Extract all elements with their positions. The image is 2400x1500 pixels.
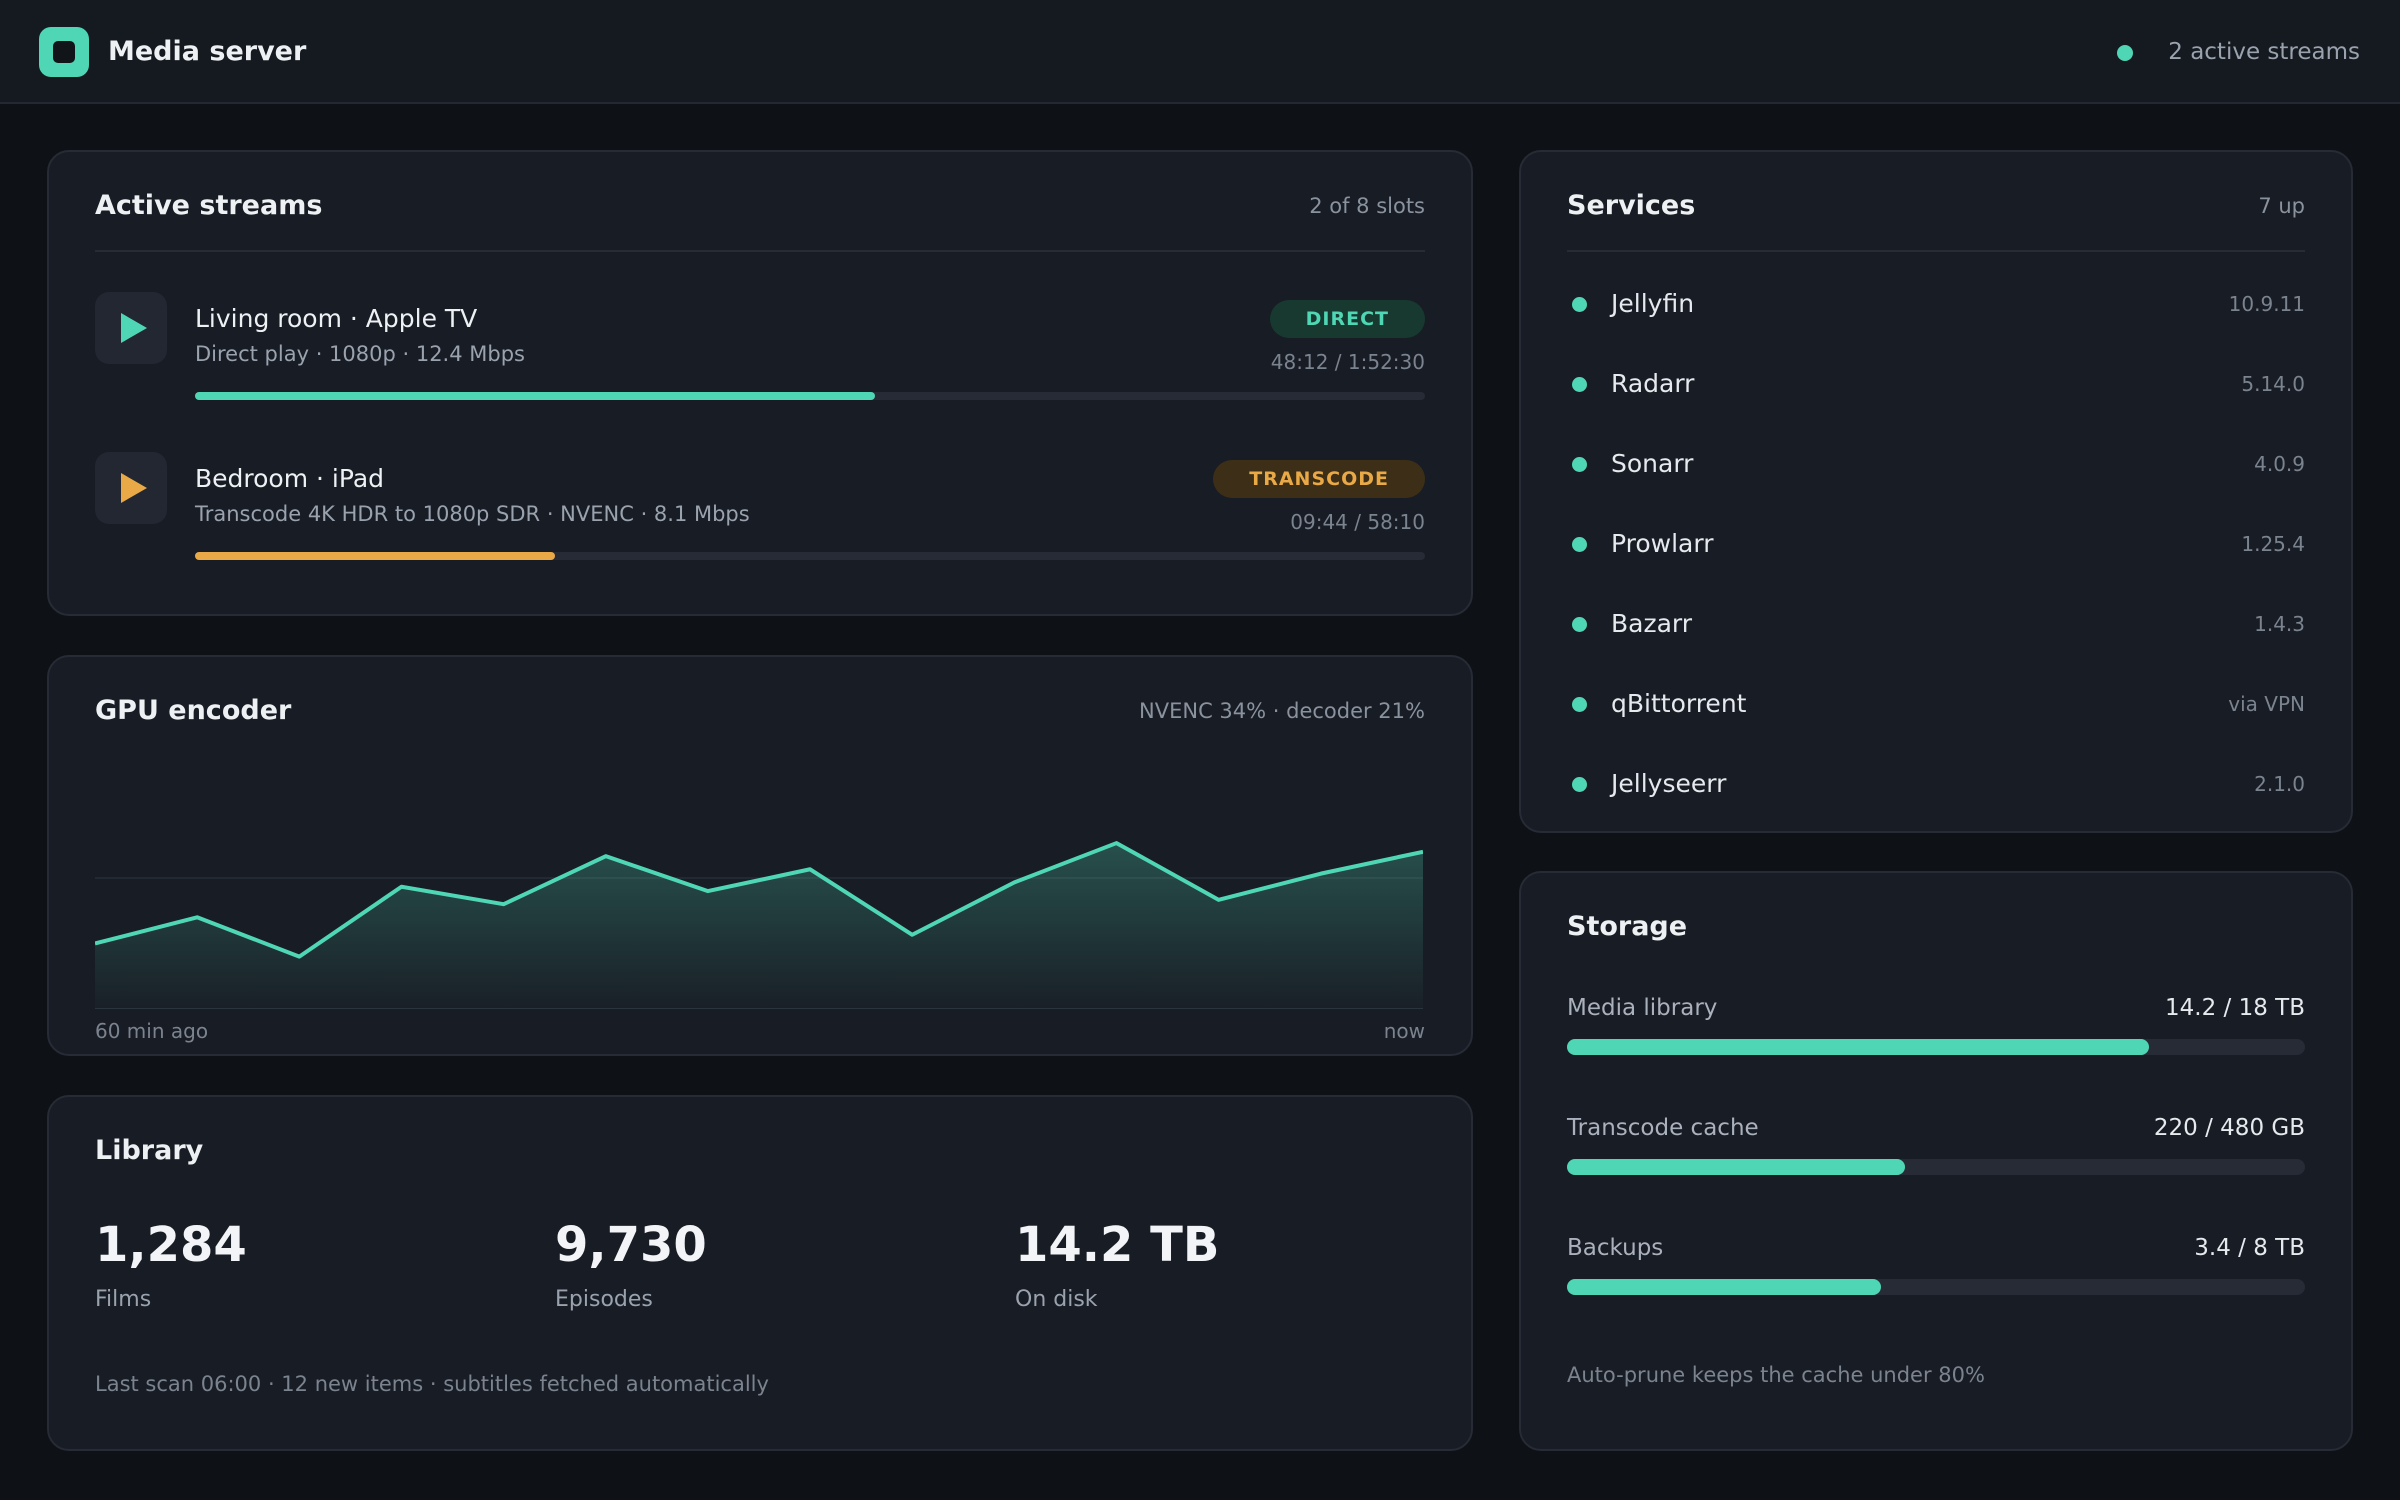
slots-count: 2 of 8 slots bbox=[1309, 194, 1425, 218]
stream-time: 09:44 / 58:10 bbox=[1290, 510, 1425, 534]
storage-item-backups: Backups 3.4 / 8 TB bbox=[1567, 1235, 2305, 1305]
stream-name: Bedroom · iPad bbox=[195, 464, 385, 493]
storage-label: Media library bbox=[1567, 995, 1718, 1021]
storage-track bbox=[1567, 1039, 2305, 1055]
stat-films: 1,284 Films bbox=[95, 1217, 247, 1312]
chart-area bbox=[95, 843, 1423, 1009]
status-badge: TRANSCODE bbox=[1213, 460, 1425, 498]
divider bbox=[1567, 250, 2305, 252]
stat-value: 14.2 TB bbox=[1015, 1217, 1220, 1273]
stream-time: 48:12 / 1:52:30 bbox=[1270, 350, 1425, 374]
service-version: 2.1.0 bbox=[2254, 772, 2305, 796]
progress-track[interactable] bbox=[195, 392, 1425, 400]
stat-episodes: 9,730 Episodes bbox=[555, 1217, 707, 1312]
service-version: 5.14.0 bbox=[2241, 372, 2305, 396]
status-badge: DIRECT bbox=[1269, 300, 1425, 338]
stat-value: 1,284 bbox=[95, 1217, 247, 1273]
services-card: Services 7 up Jellyfin 10.9.11 Radarr 5.… bbox=[1519, 150, 2353, 833]
service-name: Prowlarr bbox=[1611, 529, 1714, 558]
progress-track[interactable] bbox=[195, 552, 1425, 560]
status-dot-icon bbox=[2117, 45, 2133, 61]
status-dot-icon bbox=[1572, 697, 1587, 712]
card-title: Storage bbox=[1567, 911, 1688, 942]
status-dot-icon bbox=[1572, 777, 1587, 792]
x-axis-start-label: 60 min ago bbox=[95, 1019, 209, 1043]
progress-fill bbox=[195, 552, 556, 560]
stat-on-disk: 14.2 TB On disk bbox=[1015, 1217, 1219, 1312]
storage-value: 220 / 480 GB bbox=[2153, 1115, 2305, 1141]
service-name: Jellyfin bbox=[1611, 289, 1695, 318]
card-title: Services bbox=[1567, 190, 1696, 221]
card-title: Active streams bbox=[95, 190, 323, 221]
status-dot-icon bbox=[1572, 457, 1587, 472]
play-button[interactable] bbox=[95, 292, 167, 364]
gpu-usage-summary: NVENC 34% · decoder 21% bbox=[1139, 699, 1425, 723]
storage-value: 14.2 / 18 TB bbox=[2165, 995, 2305, 1021]
card-title: Library bbox=[95, 1135, 204, 1166]
service-version: 1.25.4 bbox=[2241, 532, 2305, 556]
progress-fill bbox=[195, 392, 876, 400]
stat-label: On disk bbox=[1015, 1287, 1098, 1312]
storage-item-media-library: Media library 14.2 / 18 TB bbox=[1567, 995, 2305, 1065]
gpu-encoder-card: GPU encoder NVENC 34% · decoder 21% 60 m… bbox=[47, 655, 1473, 1056]
service-item-qbittorrent[interactable]: qBittorrent via VPN bbox=[1567, 684, 2305, 724]
status-dot-icon bbox=[1572, 297, 1587, 312]
stream-item-living-room[interactable]: Living room · Apple TV Direct play · 108… bbox=[95, 292, 1425, 452]
storage-fill bbox=[1567, 1039, 2150, 1055]
play-icon bbox=[121, 313, 147, 343]
storage-track bbox=[1567, 1279, 2305, 1295]
status-dot-icon bbox=[1572, 377, 1587, 392]
service-item-sonarr[interactable]: Sonarr 4.0.9 bbox=[1567, 444, 2305, 484]
library-card: Library 1,284 Films 9,730 Episodes 14.2 … bbox=[47, 1095, 1473, 1451]
service-item-radarr[interactable]: Radarr 5.14.0 bbox=[1567, 364, 2305, 404]
chart-series-line bbox=[95, 841, 1423, 959]
service-name: Radarr bbox=[1611, 369, 1695, 398]
stat-label: Episodes bbox=[555, 1287, 653, 1312]
stream-detail: Direct play · 1080p · 12.4 Mbps bbox=[195, 342, 525, 366]
status-dot-icon bbox=[1572, 537, 1587, 552]
service-item-jellyseerr[interactable]: Jellyseerr 2.1.0 bbox=[1567, 764, 2305, 804]
service-name: Jellyseerr bbox=[1611, 769, 1727, 798]
service-item-prowlarr[interactable]: Prowlarr 1.25.4 bbox=[1567, 524, 2305, 564]
stream-item-bedroom[interactable]: Bedroom · iPad Transcode 4K HDR to 1080p… bbox=[95, 452, 1425, 612]
status-dot-icon bbox=[1572, 617, 1587, 632]
services-up-count: 7 up bbox=[2258, 194, 2305, 218]
service-item-bazarr[interactable]: Bazarr 1.4.3 bbox=[1567, 604, 2305, 644]
gpu-utilization-chart bbox=[95, 841, 1423, 1009]
service-version: via VPN bbox=[2228, 692, 2305, 716]
stat-label: Films bbox=[95, 1287, 152, 1312]
storage-value: 3.4 / 8 TB bbox=[2194, 1235, 2305, 1261]
service-item-jellyfin[interactable]: Jellyfin 10.9.11 bbox=[1567, 284, 2305, 324]
library-scan-note: Last scan 06:00 · 12 new items · subtitl… bbox=[95, 1372, 769, 1396]
service-version: 1.4.3 bbox=[2254, 612, 2305, 636]
storage-track bbox=[1567, 1159, 2305, 1175]
card-title: GPU encoder bbox=[95, 695, 292, 726]
service-version: 4.0.9 bbox=[2254, 452, 2305, 476]
top-bar: Media server 2 active streams bbox=[0, 0, 2400, 104]
service-name: Sonarr bbox=[1611, 449, 1694, 478]
storage-item-transcode-cache: Transcode cache 220 / 480 GB bbox=[1567, 1115, 2305, 1185]
app-title: Media server bbox=[108, 36, 307, 67]
x-axis-end-label: now bbox=[1383, 1019, 1425, 1043]
stream-detail: Transcode 4K HDR to 1080p SDR · NVENC · … bbox=[195, 502, 750, 526]
active-streams-card: Active streams 2 of 8 slots Living room … bbox=[47, 150, 1473, 616]
service-version: 10.9.11 bbox=[2228, 292, 2305, 316]
service-name: qBittorrent bbox=[1611, 689, 1747, 718]
active-streams-status[interactable]: 2 active streams bbox=[2168, 39, 2360, 65]
storage-label: Backups bbox=[1567, 1235, 1664, 1261]
service-name: Bazarr bbox=[1611, 609, 1693, 638]
divider bbox=[95, 250, 1425, 252]
app-logo-icon[interactable] bbox=[39, 27, 89, 77]
play-icon bbox=[121, 473, 147, 503]
storage-card: Storage Media library 14.2 / 18 TB Trans… bbox=[1519, 871, 2353, 1451]
stream-name: Living room · Apple TV bbox=[195, 304, 478, 333]
storage-fill bbox=[1567, 1159, 1905, 1175]
storage-fill bbox=[1567, 1279, 1881, 1295]
stat-value: 9,730 bbox=[555, 1217, 707, 1273]
storage-prune-note: Auto-prune keeps the cache under 80% bbox=[1567, 1363, 1985, 1387]
play-button[interactable] bbox=[95, 452, 167, 524]
storage-label: Transcode cache bbox=[1567, 1115, 1759, 1141]
